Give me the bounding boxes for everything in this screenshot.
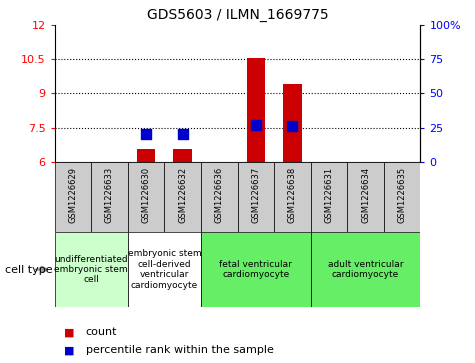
Point [289,123,296,129]
Bar [137,149,155,162]
Text: GSM1226633: GSM1226633 [105,167,114,224]
Bar [347,162,384,232]
Point [252,122,259,128]
Bar [164,162,201,232]
Bar [128,232,201,307]
Text: ■: ■ [64,327,75,337]
Bar [128,162,164,232]
Text: ■: ■ [64,345,75,355]
Text: GSM1226636: GSM1226636 [215,167,224,224]
Bar [247,58,265,162]
Bar [238,162,274,232]
Bar [384,162,420,232]
Title: GDS5603 / ILMN_1669775: GDS5603 / ILMN_1669775 [147,8,328,22]
Bar [201,162,238,232]
Bar [311,232,420,307]
Text: count: count [86,327,117,337]
Text: embryonic stem
cell-derived
ventricular
cardiomyocyte: embryonic stem cell-derived ventricular … [127,249,201,290]
Text: GSM1226637: GSM1226637 [251,167,260,224]
Bar [274,162,311,232]
Text: GSM1226631: GSM1226631 [324,167,333,223]
Text: cell type: cell type [5,265,52,274]
Text: GSM1226634: GSM1226634 [361,167,370,223]
Text: GSM1226630: GSM1226630 [142,167,151,223]
Bar [55,232,128,307]
Bar [283,84,302,162]
Text: adult ventricular
cardiomyocyte: adult ventricular cardiomyocyte [328,260,403,279]
Bar [201,232,311,307]
Point [179,131,186,137]
Text: GSM1226638: GSM1226638 [288,167,297,224]
Text: GSM1226632: GSM1226632 [178,167,187,223]
Bar [173,149,192,162]
Bar [311,162,347,232]
Text: fetal ventricular
cardiomyocyte: fetal ventricular cardiomyocyte [219,260,292,279]
Text: GSM1226635: GSM1226635 [398,167,407,223]
Bar [55,162,91,232]
Point [142,131,150,137]
Text: percentile rank within the sample: percentile rank within the sample [86,345,274,355]
Bar [91,162,128,232]
Text: undifferentiated
embryonic stem
cell: undifferentiated embryonic stem cell [54,254,128,285]
Text: GSM1226629: GSM1226629 [68,167,77,223]
